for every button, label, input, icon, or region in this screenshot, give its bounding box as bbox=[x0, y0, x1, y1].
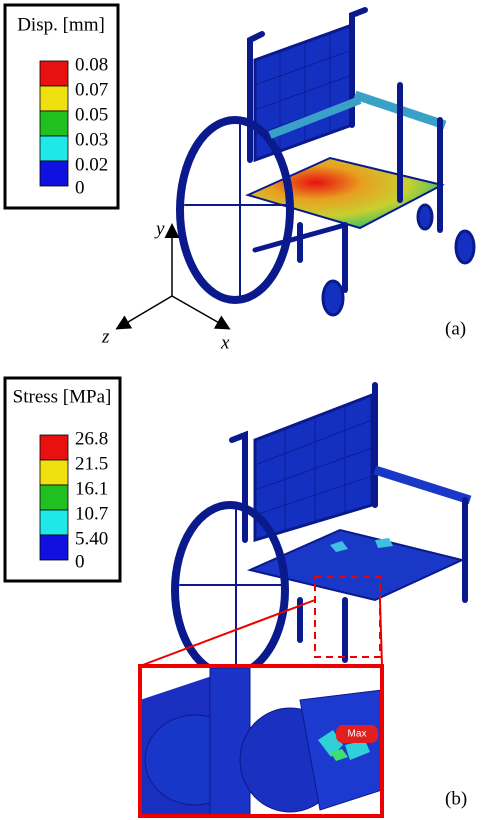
legend-label: 0.03 bbox=[75, 129, 108, 150]
panel-label: (b) bbox=[445, 788, 467, 809]
legend-label: 10.7 bbox=[75, 503, 108, 524]
legend-label: 21.5 bbox=[75, 453, 108, 474]
legend-label: 0.02 bbox=[75, 154, 108, 175]
legend-swatch bbox=[40, 485, 68, 510]
wheelchair-a bbox=[180, 10, 474, 315]
legend-title: Disp. [mm] bbox=[17, 14, 105, 35]
axis-label: y bbox=[154, 218, 165, 239]
legend-swatch bbox=[40, 136, 68, 161]
legend-swatch bbox=[40, 111, 68, 136]
legend-swatch bbox=[40, 460, 68, 485]
zoom-inset: Max bbox=[140, 666, 382, 816]
legend-label: 0.08 bbox=[75, 54, 108, 75]
legend-label: 16.1 bbox=[75, 478, 108, 499]
max-label: Max bbox=[348, 729, 367, 740]
legend-swatch bbox=[40, 61, 68, 86]
legend-swatch bbox=[40, 535, 68, 560]
axis-label: x bbox=[220, 332, 230, 353]
figure: Disp. [mm] 0.080.070.050.030.020 y z x (… bbox=[0, 0, 481, 820]
wheelchair-b bbox=[175, 385, 470, 675]
panel-label: (a) bbox=[445, 318, 466, 339]
axis-label: z bbox=[101, 326, 110, 347]
legend-label: 0.07 bbox=[75, 79, 108, 100]
legend-swatch bbox=[40, 86, 68, 111]
legend-swatch bbox=[40, 435, 68, 460]
legend-label: 0.05 bbox=[75, 104, 108, 125]
legend-label: 26.8 bbox=[75, 428, 108, 449]
legend-swatch bbox=[40, 510, 68, 535]
legend-label: 0 bbox=[75, 177, 85, 198]
legend-swatch bbox=[40, 161, 68, 186]
legend-label: 0 bbox=[75, 551, 85, 572]
legend-label: 5.40 bbox=[75, 528, 108, 549]
legend-title: Stress [MPa] bbox=[13, 386, 112, 407]
